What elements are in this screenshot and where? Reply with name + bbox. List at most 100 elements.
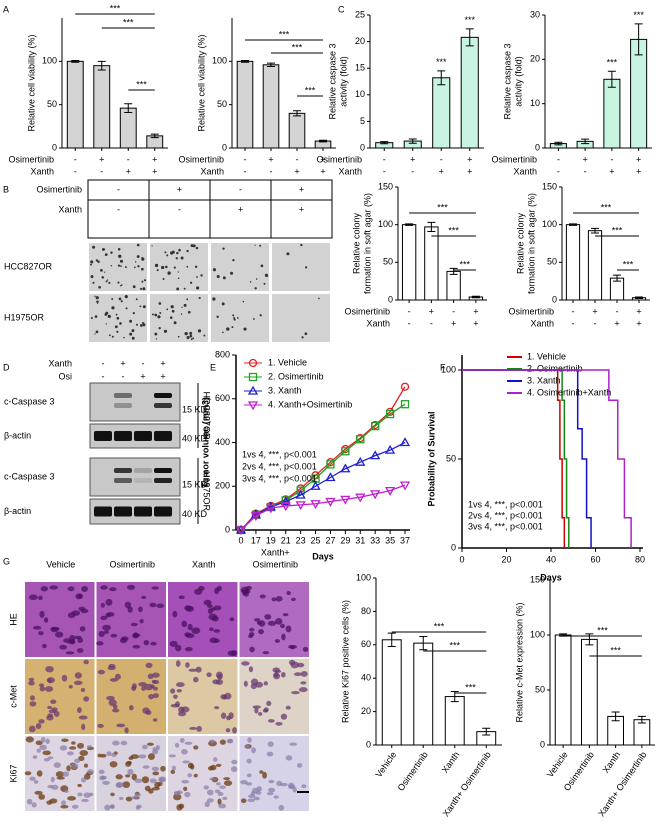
nucleus bbox=[203, 785, 209, 790]
group-sign: + bbox=[439, 166, 444, 176]
group-sign: + bbox=[636, 154, 641, 164]
nucleus bbox=[187, 773, 193, 778]
error-bar bbox=[465, 28, 474, 47]
colony bbox=[119, 322, 122, 325]
nucleus bbox=[142, 707, 150, 714]
nucleus bbox=[176, 790, 183, 794]
nucleus bbox=[66, 765, 71, 772]
marker bbox=[385, 409, 395, 419]
colony bbox=[117, 247, 121, 251]
nucleus bbox=[209, 777, 217, 781]
error-bar bbox=[569, 223, 577, 226]
group-sign: - bbox=[383, 166, 386, 176]
colony bbox=[189, 334, 193, 338]
nucleus bbox=[245, 782, 253, 786]
colony bbox=[252, 318, 255, 320]
survival-line bbox=[462, 369, 592, 548]
nucleus bbox=[249, 627, 255, 632]
nucleus bbox=[141, 595, 147, 599]
colony bbox=[221, 302, 225, 306]
nucleus bbox=[122, 781, 131, 788]
y-axis-label: Probability of Survival bbox=[426, 411, 436, 506]
nucleus bbox=[152, 686, 158, 691]
sign: + bbox=[160, 358, 165, 368]
blot-label: c-Caspase 3 bbox=[4, 396, 55, 406]
x-tick-label: 37 bbox=[400, 535, 410, 545]
nucleus bbox=[35, 740, 43, 746]
sig-label: *** bbox=[601, 202, 612, 212]
group-sign: + bbox=[467, 166, 472, 176]
group-sign: - bbox=[616, 306, 619, 316]
nucleus bbox=[38, 719, 45, 724]
nucleus bbox=[168, 754, 176, 758]
error-bar bbox=[124, 103, 133, 113]
x-tick-label: 0 bbox=[238, 535, 243, 545]
colony bbox=[120, 265, 122, 267]
error-bar bbox=[97, 60, 106, 71]
bar bbox=[630, 38, 648, 149]
y-tick-label: 10 bbox=[355, 89, 365, 99]
nucleus bbox=[248, 666, 254, 673]
nucleus bbox=[50, 776, 55, 783]
nucleus bbox=[151, 679, 157, 684]
group-sign: - bbox=[440, 154, 443, 164]
nucleus bbox=[259, 770, 264, 774]
bar bbox=[401, 224, 417, 301]
nucleus bbox=[81, 723, 86, 731]
ihc-image bbox=[96, 582, 166, 657]
nucleus bbox=[98, 769, 105, 775]
nucleus bbox=[187, 762, 194, 769]
nucleus bbox=[134, 778, 143, 783]
colony bbox=[186, 298, 189, 301]
nucleus bbox=[151, 586, 159, 590]
nucleus bbox=[125, 774, 131, 778]
nucleus bbox=[116, 723, 126, 728]
colony bbox=[141, 267, 144, 271]
annotation: 1vs 4, ***, p<0.001 bbox=[468, 499, 543, 509]
nucleus bbox=[286, 591, 291, 596]
panel-label: E bbox=[210, 362, 216, 372]
nucleus bbox=[263, 681, 269, 686]
colony bbox=[92, 245, 96, 249]
nucleus bbox=[279, 623, 285, 629]
sig-label: *** bbox=[623, 259, 634, 269]
sign: - bbox=[178, 204, 181, 214]
nucleus bbox=[247, 798, 255, 803]
nucleus bbox=[158, 776, 167, 783]
nucleus bbox=[220, 712, 227, 719]
colony bbox=[264, 273, 269, 277]
sign: + bbox=[299, 184, 304, 194]
nucleus bbox=[44, 685, 54, 692]
colony bbox=[137, 265, 140, 268]
colony bbox=[111, 298, 114, 300]
size-marker: 40 KD bbox=[182, 433, 208, 443]
row-label: c-Met bbox=[8, 685, 18, 708]
group-sign: - bbox=[584, 166, 587, 176]
group-sign: - bbox=[270, 166, 273, 176]
error-bar bbox=[437, 70, 446, 86]
row-label: HE bbox=[8, 613, 18, 626]
nucleus bbox=[248, 634, 253, 639]
colony bbox=[286, 252, 290, 256]
colony bbox=[178, 248, 181, 252]
x-tick-label: 17 bbox=[251, 535, 261, 545]
nucleus bbox=[138, 754, 147, 759]
nucleus bbox=[195, 666, 202, 673]
nucleus bbox=[68, 746, 77, 750]
nucleus bbox=[64, 789, 69, 793]
legend-label: 1. Vehicle bbox=[268, 357, 307, 367]
nucleus bbox=[100, 615, 108, 621]
nucleus bbox=[110, 633, 118, 638]
colony bbox=[133, 266, 136, 269]
nucleus bbox=[99, 775, 106, 781]
nucleus bbox=[96, 641, 104, 646]
error-bar bbox=[419, 635, 428, 651]
nucleus bbox=[187, 623, 193, 631]
y-axis-label: Tumor volume (mm3) bbox=[200, 397, 210, 488]
nucleus bbox=[185, 633, 195, 639]
ihc-image bbox=[168, 582, 238, 657]
colony bbox=[141, 256, 144, 259]
nucleus bbox=[213, 638, 220, 643]
colony bbox=[180, 256, 184, 260]
nucleus bbox=[42, 750, 51, 756]
